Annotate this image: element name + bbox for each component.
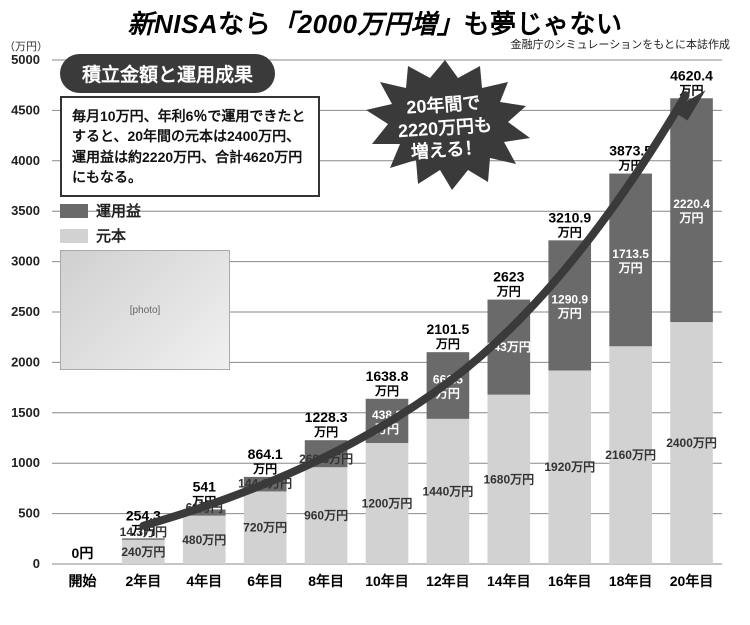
svg-text:3000: 3000 — [11, 254, 40, 269]
svg-text:4500: 4500 — [11, 102, 40, 117]
svg-text:万円: 万円 — [435, 337, 460, 351]
svg-text:1000: 1000 — [11, 455, 40, 470]
svg-text:2160万円: 2160万円 — [605, 448, 656, 462]
svg-text:万円: 万円 — [679, 211, 704, 225]
svg-text:3500: 3500 — [11, 203, 40, 218]
svg-text:1290.9: 1290.9 — [551, 292, 588, 306]
illustrative-photo: [photo] — [60, 250, 230, 370]
svg-text:2500: 2500 — [11, 304, 40, 319]
svg-text:4年目: 4年目 — [186, 573, 222, 589]
svg-text:2220.4: 2220.4 — [673, 197, 710, 211]
svg-text:1200万円: 1200万円 — [362, 497, 413, 511]
svg-text:541: 541 — [193, 478, 217, 494]
svg-text:20年目: 20年目 — [670, 573, 714, 589]
svg-text:1440万円: 1440万円 — [423, 484, 474, 498]
description-box: 毎月10万円、年利6％で運用できたとすると、20年間の元本は2400万円、運用益… — [60, 96, 320, 197]
svg-text:18年目: 18年目 — [609, 573, 653, 589]
svg-text:0: 0 — [33, 556, 40, 571]
svg-text:8年目: 8年目 — [308, 573, 344, 589]
svg-text:1638.8: 1638.8 — [366, 368, 409, 384]
svg-text:10年目: 10年目 — [365, 573, 409, 589]
legend: 運用益 元本 — [60, 200, 141, 250]
svg-text:2年目: 2年目 — [125, 573, 161, 589]
svg-text:1680万円: 1680万円 — [483, 472, 534, 486]
legend-label-unyoueki: 運用益 — [96, 200, 141, 221]
section-badge: 積立金額と運用成果 — [60, 54, 275, 93]
svg-text:3210.9: 3210.9 — [548, 209, 591, 225]
svg-text:万円: 万円 — [374, 384, 399, 398]
svg-text:864.1: 864.1 — [248, 446, 283, 462]
svg-text:1500: 1500 — [11, 405, 40, 420]
svg-text:960万円: 960万円 — [304, 509, 348, 523]
svg-text:1920万円: 1920万円 — [544, 460, 595, 474]
svg-text:500: 500 — [18, 506, 40, 521]
svg-text:開始: 開始 — [68, 573, 96, 589]
svg-text:万円: 万円 — [252, 462, 277, 476]
svg-text:2101.5: 2101.5 — [426, 321, 469, 337]
legend-swatch-ganpon — [60, 229, 88, 243]
svg-text:4000: 4000 — [11, 153, 40, 168]
svg-text:万円: 万円 — [313, 425, 338, 439]
svg-text:2623: 2623 — [493, 269, 524, 285]
svg-text:16年目: 16年目 — [548, 573, 592, 589]
svg-text:4620.4: 4620.4 — [670, 67, 713, 83]
svg-text:480万円: 480万円 — [182, 533, 226, 547]
legend-label-ganpon: 元本 — [96, 225, 126, 246]
svg-text:1228.3: 1228.3 — [305, 409, 348, 425]
svg-text:6年目: 6年目 — [247, 573, 283, 589]
svg-text:14年目: 14年目 — [487, 573, 531, 589]
legend-swatch-unyoueki — [60, 204, 88, 218]
svg-text:1713.5: 1713.5 — [612, 247, 649, 261]
svg-text:5000: 5000 — [11, 52, 40, 67]
svg-text:720万円: 720万円 — [243, 521, 287, 535]
svg-text:万円: 万円 — [557, 306, 582, 320]
svg-text:万円: 万円 — [618, 261, 643, 275]
svg-text:2000: 2000 — [11, 354, 40, 369]
svg-text:万円: 万円 — [496, 285, 521, 299]
svg-text:0円: 0円 — [72, 545, 94, 561]
starburst-callout: 20年間で2220万円も増える！ — [360, 60, 530, 190]
svg-text:12年目: 12年目 — [426, 573, 470, 589]
svg-text:2400万円: 2400万円 — [666, 436, 717, 450]
svg-text:万円: 万円 — [557, 225, 582, 239]
svg-text:240万円: 240万円 — [121, 545, 165, 559]
